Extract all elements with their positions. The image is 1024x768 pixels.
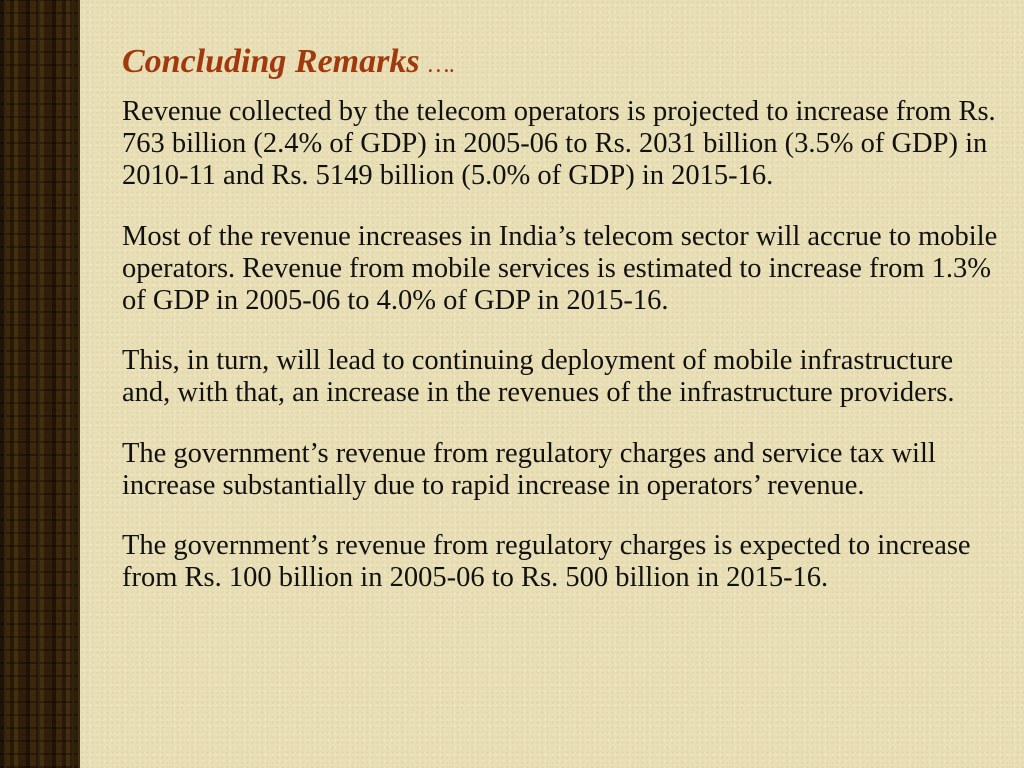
slide-title-ellipsis: …. <box>428 52 456 78</box>
decorative-side-strip <box>0 0 80 768</box>
slide-body: Revenue collected by the telecom operato… <box>122 96 1002 622</box>
strip-divider-line <box>4 0 6 768</box>
body-paragraph-2: Most of the revenue increases in India’s… <box>122 220 998 317</box>
body-paragraph-4: The government’s revenue from regulatory… <box>122 437 936 501</box>
body-paragraph-3: This, in turn, will lead to continuing d… <box>122 345 955 409</box>
strip-divider-line <box>38 0 40 768</box>
body-paragraph-1: Revenue collected by the telecom operato… <box>122 96 996 192</box>
slide-title: Concluding Remarks …. <box>122 40 455 87</box>
slide-title-text: Concluding Remarks <box>122 43 420 80</box>
strip-divider-line <box>72 0 74 768</box>
body-paragraph-5: The government’s revenue from regulatory… <box>122 530 971 594</box>
